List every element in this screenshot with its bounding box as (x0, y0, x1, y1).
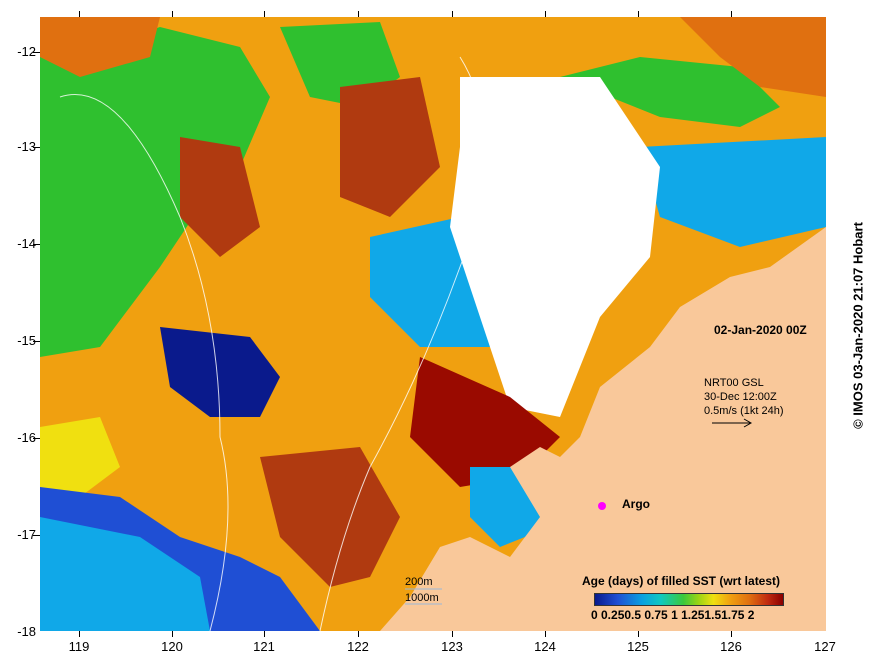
isobath-200m (59, 94, 229, 631)
current-info-line: 30-Dec 12:00Z (704, 391, 777, 403)
argo-marker (598, 502, 606, 510)
dark-blue-region (160, 327, 280, 417)
x-tick-top (452, 11, 453, 17)
x-tick-label: 125 (627, 639, 649, 654)
land-australia (380, 227, 826, 631)
y-tick (33, 52, 40, 53)
date-label: 02-Jan-2020 00Z (714, 323, 807, 337)
current-info-line: 0.5m/s (1kt 24h) (704, 405, 784, 417)
isobath-1000m (319, 56, 486, 631)
x-tick-top (545, 11, 546, 17)
cyan-region-south (40, 517, 210, 631)
y-tick-label: -16 (17, 430, 36, 445)
x-tick-top (79, 11, 80, 17)
copyright-label: © IMOS 03-Jan-2020 21:07 Hobart (848, 222, 870, 429)
x-tick-label: 121 (253, 639, 275, 654)
x-tick-label: 120 (161, 639, 183, 654)
x-tick-label: 127 (814, 639, 836, 654)
x-tick-label: 124 (534, 639, 556, 654)
x-tick (79, 631, 80, 637)
orange-region-ne (680, 17, 826, 97)
x-tick (731, 631, 732, 637)
dark-red-region (410, 357, 560, 487)
current-arrow-head (743, 418, 753, 428)
y-tick-label: -18 (17, 624, 36, 639)
x-tick-top (264, 11, 265, 17)
x-tick (638, 631, 639, 637)
x-tick-top (358, 11, 359, 17)
y-tick-label: -14 (17, 236, 36, 251)
y-tick-label: -15 (17, 333, 36, 348)
x-tick-label: 123 (441, 639, 463, 654)
y-tick (33, 341, 40, 342)
x-tick-label: 119 (68, 639, 90, 654)
orange-region-nw (40, 17, 160, 77)
x-tick-top (731, 11, 732, 17)
y-tick (33, 535, 40, 536)
no-data-region (450, 77, 660, 417)
x-tick-label: 122 (347, 639, 369, 654)
y-tick (33, 244, 40, 245)
x-tick-top (638, 11, 639, 17)
y-tick-label: -17 (17, 527, 36, 542)
isobath-label-1000m: 1000m (405, 592, 439, 604)
y-tick (33, 438, 40, 439)
x-tick (172, 631, 173, 637)
x-tick-top (172, 11, 173, 17)
brown-region-2 (340, 77, 440, 217)
colorbar-ticks: 0 0.250.5 0.75 1 1.251.51.75 2 (591, 608, 755, 622)
green-region-ne (560, 57, 780, 127)
yellow-region (40, 417, 120, 497)
map-canvas (40, 17, 826, 631)
sst-age-map (40, 17, 826, 631)
y-tick (33, 147, 40, 148)
argo-label: Argo (622, 497, 650, 511)
y-tick-label: -12 (17, 44, 36, 59)
x-tick (264, 631, 265, 637)
x-tick (452, 631, 453, 637)
green-region-west (40, 27, 270, 357)
x-tick (545, 631, 546, 637)
colorbar-title: Age (days) of filled SST (wrt latest) (582, 574, 781, 588)
blue-region-east (640, 137, 826, 247)
brown-region-1 (180, 137, 260, 257)
x-tick-label: 126 (720, 639, 742, 654)
current-info-line: NRT00 GSL (704, 377, 764, 389)
copyright-text: © IMOS 03-Jan-2020 21:07 Hobart (850, 222, 866, 429)
colorbar (594, 593, 784, 606)
y-tick-label: -13 (17, 139, 36, 154)
isobath-label-200m: 200m (405, 576, 433, 588)
brown-region-south (260, 447, 400, 587)
x-tick (358, 631, 359, 637)
